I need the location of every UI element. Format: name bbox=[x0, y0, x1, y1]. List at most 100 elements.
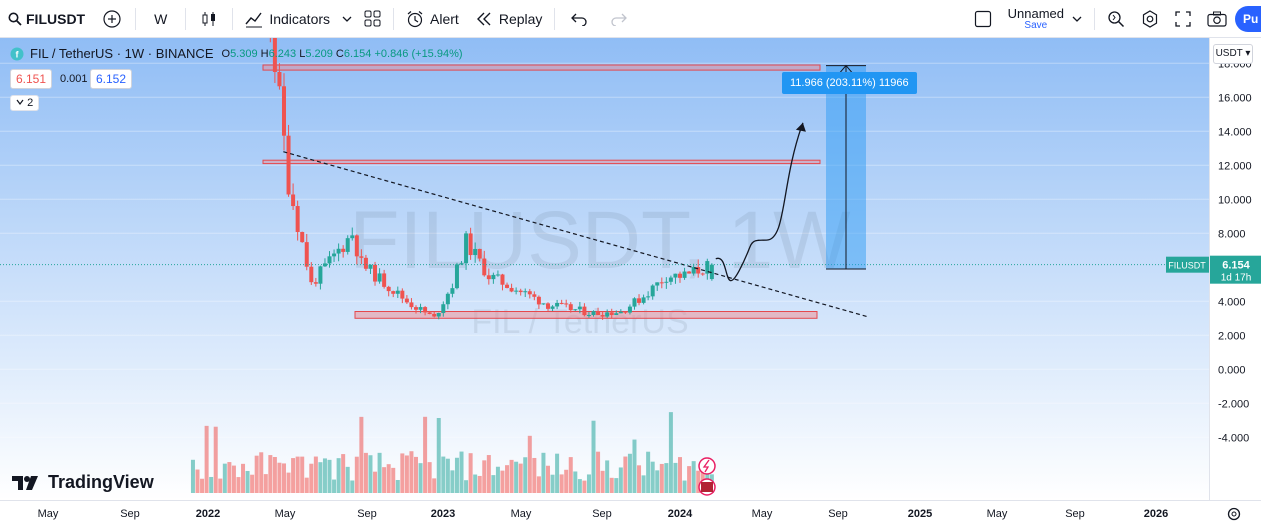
candles-icon bbox=[202, 11, 216, 26]
fil-logo-icon: f bbox=[10, 47, 24, 60]
candle-body bbox=[514, 290, 519, 292]
sell-price-button[interactable]: 6.151 bbox=[10, 69, 53, 89]
candle-body bbox=[327, 256, 332, 264]
layout-toggle-button[interactable] bbox=[964, 0, 1002, 38]
price-tick-label: 14.000 bbox=[1218, 126, 1252, 138]
candle-body bbox=[632, 298, 637, 307]
publish-button[interactable]: Pu bbox=[1235, 6, 1261, 32]
publish-label: Pu bbox=[1243, 12, 1259, 26]
volume-bar bbox=[482, 460, 487, 493]
fullscreen-button[interactable] bbox=[1167, 0, 1199, 38]
candle-body bbox=[550, 306, 555, 309]
candle-body bbox=[518, 290, 523, 293]
volume-bar bbox=[514, 461, 519, 493]
redo-button[interactable] bbox=[599, 0, 639, 38]
alert-button[interactable]: Alert bbox=[398, 0, 467, 38]
price-tick-label: 16.000 bbox=[1218, 92, 1252, 104]
volume-bar bbox=[614, 478, 619, 493]
candle-body bbox=[495, 274, 500, 276]
volume-bar bbox=[491, 475, 496, 493]
templates-button[interactable] bbox=[356, 0, 389, 38]
indicators-button[interactable]: Indicators bbox=[237, 0, 338, 38]
candle-body bbox=[441, 304, 446, 314]
interval-button[interactable]: W bbox=[140, 0, 181, 38]
volume-bar bbox=[627, 453, 632, 493]
time-tick-label: May bbox=[752, 508, 773, 520]
chart-type-button[interactable] bbox=[190, 0, 228, 38]
symbol-search-button[interactable]: FILUSDT bbox=[0, 0, 93, 38]
volume-bar bbox=[523, 457, 528, 493]
indicators-dropdown[interactable] bbox=[338, 0, 356, 38]
snapshot-button[interactable] bbox=[1199, 0, 1261, 38]
time-axis[interactable]: May Sep 2022 May Sep 2023 May Sep 2024 May Sep 2025… bbox=[0, 500, 1261, 527]
volume-bar bbox=[459, 451, 464, 493]
volume-bar bbox=[423, 416, 428, 493]
volume-bar bbox=[222, 463, 227, 493]
high-label: H bbox=[260, 47, 269, 60]
replay-button[interactable]: Replay bbox=[467, 0, 551, 38]
replay-label: Replay bbox=[498, 10, 543, 27]
volume-bar bbox=[341, 454, 346, 493]
volume-bar bbox=[404, 455, 409, 493]
volume-bar bbox=[432, 478, 437, 493]
high-value: 6.243 bbox=[268, 47, 297, 60]
layout-name-button[interactable]: Unnamed Save bbox=[1002, 0, 1070, 38]
gear-icon bbox=[1142, 9, 1158, 28]
chart-background bbox=[0, 38, 1209, 500]
volume-bar bbox=[586, 474, 591, 493]
candle-body bbox=[454, 264, 459, 289]
open-value: 5.309 bbox=[230, 47, 258, 60]
candle-body bbox=[545, 303, 550, 309]
quick-search-icon bbox=[1108, 10, 1125, 27]
currency-dropdown[interactable]: USDT ▾ bbox=[1213, 44, 1253, 64]
gear-hub bbox=[1231, 511, 1237, 517]
volume-bar bbox=[700, 461, 705, 493]
time-tick-label: 2022 bbox=[196, 508, 220, 520]
candle-body bbox=[500, 274, 505, 285]
last-price-label: 6.154 bbox=[1222, 260, 1250, 272]
volume-bar bbox=[591, 420, 596, 493]
candle-body bbox=[596, 311, 601, 316]
volume-bar bbox=[200, 478, 205, 493]
price-axis-canvas[interactable]: 18.00016.00014.00012.00010.0008.0004.000… bbox=[1210, 38, 1261, 500]
volume-bar bbox=[395, 479, 400, 493]
volume-bar bbox=[678, 457, 682, 493]
price-axis[interactable]: 18.000 16.000 14.000 12.000 10.000 8.000 4.000… bbox=[1209, 38, 1261, 500]
volume-bar bbox=[532, 457, 537, 493]
candle-body bbox=[605, 312, 610, 317]
indicators-toggle[interactable]: 2 bbox=[10, 95, 40, 111]
sell-price: 6.151 bbox=[16, 72, 47, 86]
tradingview-logo[interactable]: TradingView bbox=[12, 472, 154, 493]
symbol-title[interactable]: FIL / TetherUS · 1W · BINANCE bbox=[30, 46, 214, 61]
price-tick-label: 2.000 bbox=[1218, 330, 1246, 342]
volume-bar bbox=[495, 466, 500, 493]
layout-dropdown[interactable] bbox=[1070, 0, 1090, 38]
volume-bar bbox=[272, 456, 277, 493]
buy-price-button[interactable]: 6.152 bbox=[90, 69, 133, 89]
settings-button[interactable] bbox=[1133, 0, 1167, 38]
top-toolbar: FILUSDT W Indicators Alert bbox=[0, 0, 1261, 38]
currency-label: USDT bbox=[1215, 48, 1243, 59]
volume-bar bbox=[664, 463, 669, 493]
price-tick-label: 0.000 bbox=[1218, 364, 1246, 376]
chart-pane[interactable]: FILUSDT, 1W FIL / TetherUS FILUSDT bbox=[0, 38, 1209, 500]
candle-body bbox=[559, 302, 564, 304]
time-axis-canvas[interactable]: May Sep 2022 May Sep 2023 May Sep 2024 May Sep 2025… bbox=[0, 501, 1261, 527]
change-value: +0.846 (+15.94%) bbox=[374, 47, 463, 60]
quick-search-button[interactable] bbox=[1099, 0, 1133, 38]
candle-body bbox=[377, 273, 382, 282]
time-tick-label: May bbox=[511, 508, 532, 520]
volume-bar bbox=[295, 456, 300, 493]
flag-stripes bbox=[701, 482, 713, 492]
compare-symbol-button[interactable] bbox=[93, 0, 131, 38]
candle-body bbox=[659, 282, 664, 284]
candle-body bbox=[436, 313, 441, 317]
candle-body bbox=[637, 298, 642, 303]
volume-bar bbox=[227, 462, 232, 493]
undo-button[interactable] bbox=[559, 0, 599, 38]
volume-bar bbox=[536, 476, 541, 493]
volume-bar bbox=[363, 452, 368, 493]
measure-label[interactable]: 11.966 (203.11%) 11966 bbox=[782, 72, 917, 94]
volume-bar bbox=[190, 459, 195, 493]
